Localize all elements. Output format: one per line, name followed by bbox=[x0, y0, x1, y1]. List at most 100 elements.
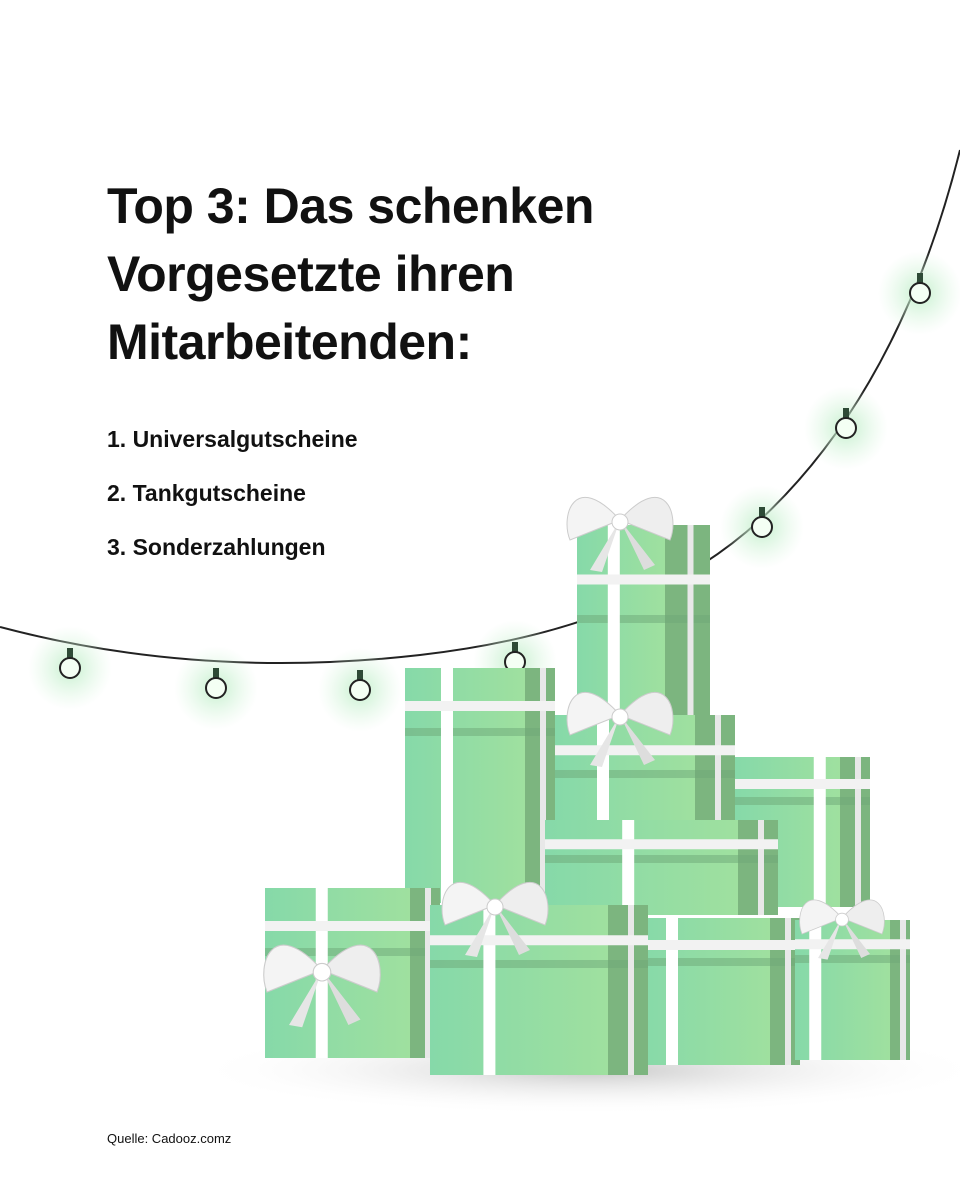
bow bbox=[566, 496, 674, 572]
bow-tail bbox=[842, 918, 870, 958]
bulb bbox=[835, 417, 857, 439]
ribbon-vertical bbox=[441, 668, 453, 903]
bulb bbox=[751, 516, 773, 538]
ribbon-side bbox=[758, 820, 764, 915]
bulb bbox=[205, 677, 227, 699]
ribbon-vertical bbox=[597, 715, 609, 825]
box-lid-shade bbox=[640, 958, 800, 966]
bow-loop bbox=[619, 691, 674, 736]
bow-tail bbox=[289, 970, 322, 1028]
source: Quelle: Cadooz.comz bbox=[107, 1131, 232, 1146]
bow-tail bbox=[590, 715, 620, 767]
ribbon-side bbox=[540, 668, 546, 903]
ranking-list: 1. Universalgutscheine 2. Tankgutscheine… bbox=[107, 421, 358, 583]
bow-loop bbox=[566, 691, 621, 736]
bow-loop bbox=[799, 899, 843, 935]
ribbon-side bbox=[425, 888, 431, 1058]
ribbon-horizontal bbox=[735, 779, 870, 789]
ribbon-horizontal bbox=[640, 940, 800, 950]
bow-loop bbox=[841, 899, 885, 935]
title: Top 3: Das schenken Vorgesetzte ihren Mi… bbox=[107, 178, 594, 370]
bulb-socket bbox=[843, 408, 849, 419]
gift-box bbox=[430, 905, 648, 1075]
list-item: 2. Tankgutscheine bbox=[107, 480, 306, 506]
bow-loop bbox=[263, 944, 323, 993]
ribbon-side bbox=[628, 905, 634, 1075]
light-bulb bbox=[174, 646, 258, 730]
bow-loop bbox=[494, 881, 549, 926]
ribbon-vertical bbox=[809, 920, 822, 1060]
ribbon-side bbox=[785, 918, 791, 1065]
bow-knot bbox=[835, 912, 849, 927]
box-lid-shade bbox=[555, 770, 735, 778]
bow bbox=[441, 881, 549, 957]
bulb-socket bbox=[512, 642, 518, 653]
gift-box bbox=[640, 918, 800, 1065]
ribbon-horizontal bbox=[405, 701, 555, 711]
bulb bbox=[909, 282, 931, 304]
bow bbox=[263, 944, 381, 1028]
bow-tail bbox=[495, 905, 530, 955]
light-bulb bbox=[720, 485, 804, 569]
bow-loop bbox=[441, 881, 496, 926]
bow-tail bbox=[465, 905, 495, 957]
bulb-socket bbox=[67, 648, 73, 659]
bow-knot bbox=[312, 962, 332, 982]
bulb bbox=[59, 657, 81, 679]
ribbon-side bbox=[687, 525, 694, 725]
ribbon-vertical bbox=[607, 525, 620, 725]
bow-tail bbox=[322, 970, 361, 1025]
bow-tail bbox=[620, 520, 655, 570]
box-lid-shade bbox=[735, 797, 870, 805]
bow-tail bbox=[818, 918, 842, 960]
list-item: 3. Sonderzahlungen bbox=[107, 534, 326, 560]
light-bulb bbox=[878, 251, 960, 335]
ribbon-horizontal bbox=[577, 574, 710, 585]
gift-box bbox=[577, 525, 710, 725]
bow bbox=[799, 899, 885, 960]
ribbon-horizontal bbox=[430, 935, 648, 946]
gift-box bbox=[555, 715, 735, 825]
box-lid-shade bbox=[577, 615, 710, 623]
gift-box bbox=[545, 820, 778, 915]
bow-tail bbox=[620, 715, 655, 765]
bow-loop bbox=[566, 496, 621, 541]
box-front bbox=[577, 525, 665, 725]
bulb-socket bbox=[213, 668, 219, 679]
light-bulb bbox=[318, 648, 402, 732]
bow-knot bbox=[611, 708, 629, 726]
bulb-socket bbox=[357, 670, 363, 681]
box-front bbox=[545, 820, 738, 915]
box-lid-shade bbox=[405, 728, 555, 736]
bulb bbox=[349, 679, 371, 701]
ribbon-side bbox=[715, 715, 721, 825]
box-lid-shade bbox=[430, 960, 648, 968]
list-item: 1. Universalgutscheine bbox=[107, 426, 358, 452]
ribbon-side bbox=[900, 920, 906, 1060]
ribbon-horizontal bbox=[545, 839, 778, 850]
gift-box bbox=[405, 668, 555, 903]
box-front bbox=[430, 905, 608, 1075]
bulb-socket bbox=[917, 273, 923, 284]
box-lid-shade bbox=[795, 955, 910, 963]
bow-tail bbox=[590, 520, 620, 572]
light-bulb bbox=[28, 626, 112, 710]
ribbon-vertical bbox=[666, 918, 678, 1065]
ribbon-vertical bbox=[622, 820, 635, 915]
bow-knot bbox=[611, 513, 629, 531]
ribbon-horizontal bbox=[795, 939, 910, 950]
bow-loop bbox=[619, 496, 674, 541]
ribbon-side bbox=[855, 757, 861, 907]
ribbon-vertical bbox=[813, 757, 826, 907]
ribbon-horizontal bbox=[265, 921, 440, 931]
bow-loop bbox=[321, 944, 381, 993]
light-bulb bbox=[804, 386, 888, 470]
bulb-socket bbox=[759, 507, 765, 518]
box-lid-shade bbox=[545, 855, 778, 863]
bow-knot bbox=[486, 898, 504, 916]
ribbon-vertical bbox=[483, 905, 496, 1075]
gift-box bbox=[795, 920, 910, 1060]
